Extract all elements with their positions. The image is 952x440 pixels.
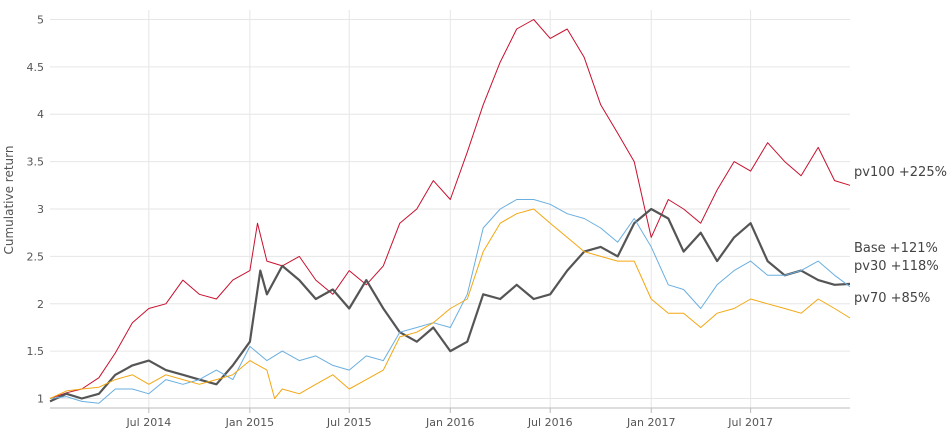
y-tick-label: 4.5 xyxy=(27,61,45,74)
series-line-pv100 xyxy=(49,19,851,399)
y-tick-label: 2 xyxy=(37,298,44,311)
series-line-pv70 xyxy=(49,208,851,399)
x-tick-label: Jul 2015 xyxy=(326,416,372,429)
grid xyxy=(50,10,850,413)
y-tick-labels: 1 1.5 2 2.5 3 3.5 4 4.5 5 xyxy=(27,13,45,405)
x-tick-label: Jan 2015 xyxy=(225,416,274,429)
x-tick-label: Jul 2017 xyxy=(727,416,773,429)
series-lines xyxy=(49,19,851,404)
end-labels: pv100 +225% Base +121% pv30 +118% pv70 +85% xyxy=(854,165,947,306)
y-tick-label: 4 xyxy=(37,108,44,121)
end-label-base: Base +121% xyxy=(854,241,938,256)
x-tick-label: Jan 2016 xyxy=(425,416,474,429)
x-tick-label: Jul 2016 xyxy=(527,416,573,429)
y-tick-label: 3 xyxy=(37,203,44,216)
y-axis-label: Cumulative return xyxy=(2,146,16,255)
end-label-pv30: pv30 +118% xyxy=(854,259,939,274)
y-tick-label: 2.5 xyxy=(27,250,45,263)
y-tick-label: 1 xyxy=(37,393,44,406)
y-tick-label: 5 xyxy=(37,13,44,26)
series-line-pv30 xyxy=(49,199,851,404)
x-tick-label: Jul 2014 xyxy=(125,416,171,429)
y-tick-label: 3.5 xyxy=(27,156,45,169)
x-tick-label: Jan 2017 xyxy=(626,416,675,429)
y-tick-label: 1.5 xyxy=(27,345,45,358)
x-tick-labels: Jul 2014 Jan 2015 Jul 2015 Jan 2016 Jul 2016… xyxy=(125,416,773,429)
end-label-pv100: pv100 +225% xyxy=(854,165,947,180)
series-line-base xyxy=(49,207,851,403)
end-label-pv70: pv70 +85% xyxy=(854,291,930,306)
